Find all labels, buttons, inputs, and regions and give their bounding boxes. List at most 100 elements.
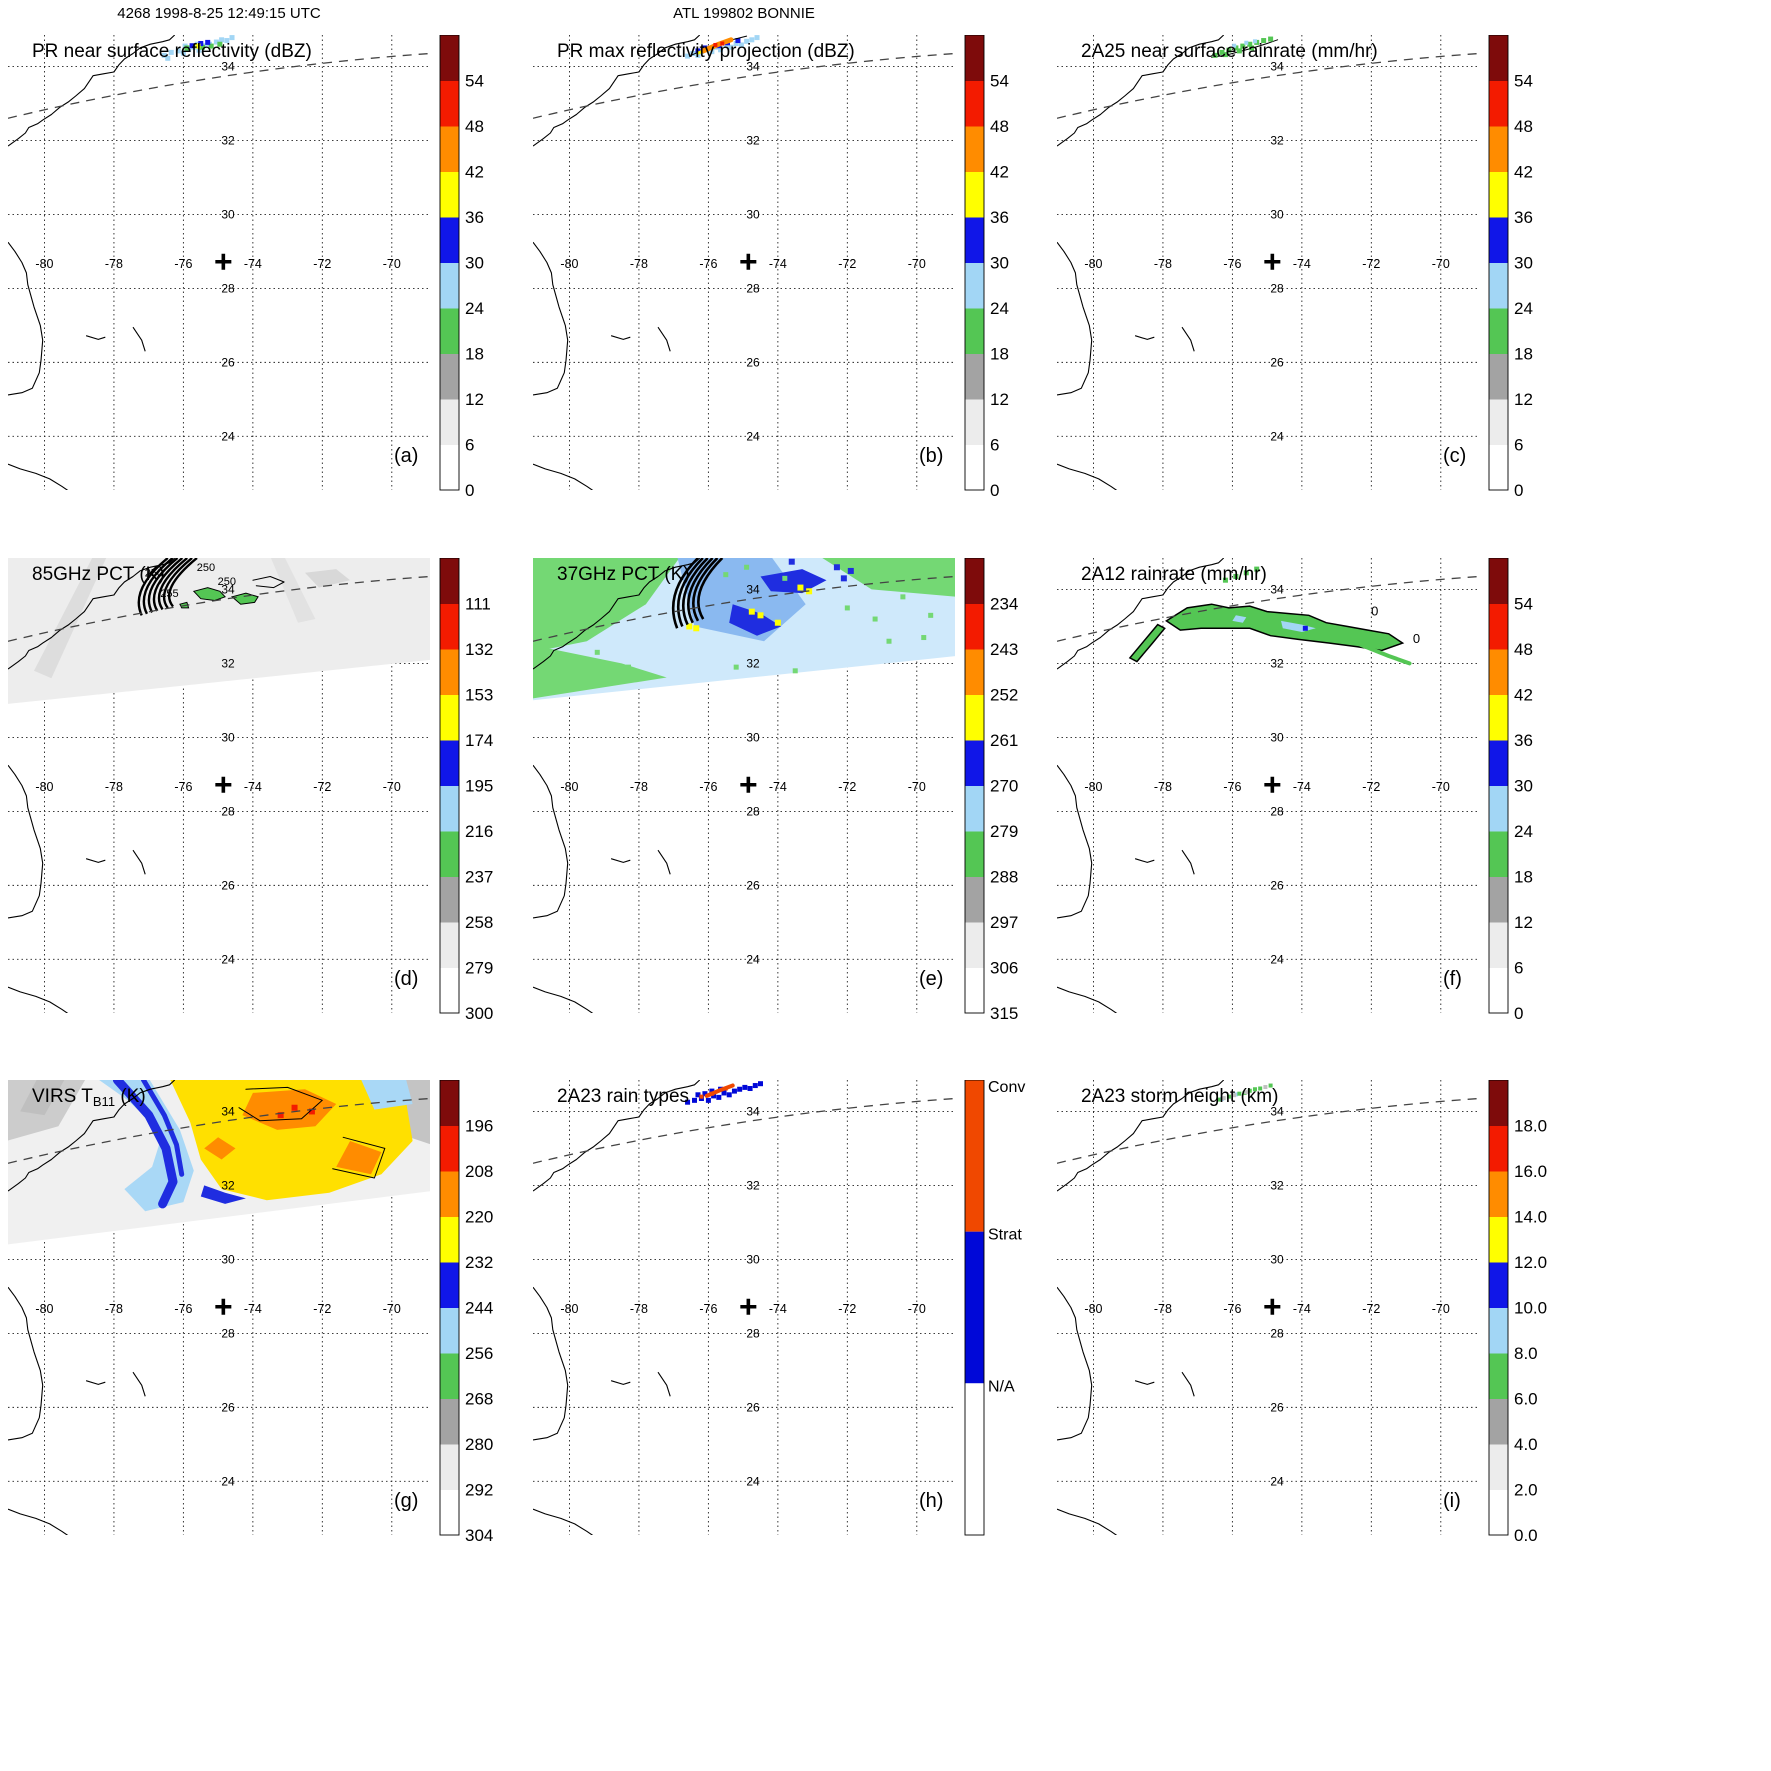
svg-text:48: 48 (1514, 117, 1533, 136)
axis-labels: -80 -78 -76 -74 -72 -70 24 26 28 30 32 34 (35, 1104, 400, 1488)
svg-text:2.0: 2.0 (1514, 1481, 1538, 1500)
panel-a: -80 -78 -76 -74 -72 -70 24 26 28 30 32 34 PR near su… (8, 34, 508, 500)
svg-text:42: 42 (990, 163, 1009, 182)
svg-text:-76: -76 (699, 1302, 717, 1316)
grid-lines (1057, 1080, 1479, 1535)
storm-center-marker (1264, 253, 1281, 270)
scan-header: 4268 1998-8-25 12:49:15 UTC (117, 5, 321, 22)
svg-text:42: 42 (1514, 686, 1533, 705)
svg-text:28: 28 (221, 1326, 235, 1340)
svg-text:-70: -70 (1432, 257, 1450, 271)
panel-letter: (h) (919, 1490, 943, 1512)
svg-text:30: 30 (221, 1252, 235, 1266)
axis-labels: -80 -78 -76 -74 -72 -70 24 26 28 30 32 34 (560, 59, 925, 443)
swath-edge-dashed-line (1057, 52, 1479, 119)
svg-text:30: 30 (221, 730, 235, 744)
swath-edge-dashed-line (1057, 1097, 1479, 1164)
svg-text:24: 24 (221, 1474, 235, 1488)
storm-center-marker (740, 1298, 757, 1315)
panel-title: PR near surface reflectivity (dBZ) (32, 41, 312, 62)
svg-text:54: 54 (990, 72, 1009, 91)
panel-e-data-layer (533, 558, 955, 701)
svg-text:28: 28 (746, 804, 760, 818)
coastline (1057, 35, 1225, 490)
svg-text:-78: -78 (105, 1302, 123, 1316)
swath-edge-dashed-line (533, 575, 955, 642)
svg-text:34: 34 (221, 582, 235, 596)
svg-text:6: 6 (990, 436, 999, 455)
svg-text:-80: -80 (560, 1302, 578, 1316)
svg-text:48: 48 (1514, 640, 1533, 659)
svg-text:36: 36 (990, 208, 1009, 227)
panel-b-data-layer (685, 35, 760, 59)
svg-text:-78: -78 (105, 257, 123, 271)
svg-text:30: 30 (465, 254, 484, 273)
svg-text:-72: -72 (838, 780, 856, 794)
panel-e: -80 -78 -76 -74 -72 -70 24 26 28 30 32 34 37GHz PCT … (533, 557, 1033, 1023)
svg-text:-76: -76 (174, 780, 192, 794)
svg-text:48: 48 (990, 117, 1009, 136)
svg-text:32: 32 (746, 1178, 760, 1192)
swath-edge-dashed-line (8, 52, 430, 119)
storm-center-marker (215, 776, 232, 793)
coastline (8, 1080, 176, 1535)
svg-text:34: 34 (1270, 59, 1284, 73)
coastline (533, 558, 701, 1013)
svg-text:153: 153 (465, 686, 493, 705)
svg-text:24: 24 (746, 952, 760, 966)
svg-text:-70: -70 (908, 1302, 926, 1316)
panel-d: 250 250 255 250 -80 -78 -76 -74 -72 -70 24 26 28 30 32… (8, 557, 508, 1023)
svg-text:-76: -76 (174, 1302, 192, 1316)
axis-labels: -80 -78 -76 -74 -72 -70 24 26 28 30 32 34 (560, 582, 925, 966)
swath-edge-dashed-line (533, 1097, 955, 1164)
svg-text:-70: -70 (383, 780, 401, 794)
svg-text:-72: -72 (838, 257, 856, 271)
svg-text:-72: -72 (313, 1302, 331, 1316)
panel-g: -80 -78 -76 -74 -72 -70 24 26 28 30 32 34 VIRS TB11 … (8, 1079, 508, 1545)
svg-text:-70: -70 (1432, 1302, 1450, 1316)
panel-c: -80 -78 -76 -74 -72 -70 24 26 28 30 32 34 2A25 near … (1057, 34, 1557, 500)
svg-text:-76: -76 (1223, 257, 1241, 271)
svg-text:24: 24 (746, 1474, 760, 1488)
swath-edge-dashed-line (533, 52, 955, 119)
svg-text:30: 30 (1270, 207, 1284, 221)
svg-text:12: 12 (465, 390, 484, 409)
svg-text:34: 34 (746, 582, 760, 596)
svg-text:288: 288 (990, 868, 1018, 887)
svg-text:0: 0 (990, 481, 999, 497)
svg-text:32: 32 (1270, 656, 1284, 670)
svg-text:42: 42 (465, 163, 484, 182)
svg-text:279: 279 (990, 822, 1018, 841)
svg-text:18: 18 (1514, 868, 1533, 887)
panel-f: 0 0 -80 -78 -76 -74 -72 -70 24 26 28 30 32 34 2A12 rai… (1057, 557, 1557, 1023)
svg-text:24: 24 (746, 429, 760, 443)
svg-text:300: 300 (465, 1004, 493, 1020)
svg-text:-72: -72 (1362, 1302, 1380, 1316)
svg-text:28: 28 (1270, 281, 1284, 295)
svg-text:28: 28 (221, 804, 235, 818)
storm-center-marker (740, 253, 757, 270)
coastline (533, 35, 701, 490)
svg-text:-70: -70 (383, 1302, 401, 1316)
svg-text:279: 279 (465, 959, 493, 978)
grid-lines (533, 1080, 955, 1535)
svg-text:174: 174 (465, 731, 493, 750)
panel-letter: (f) (1443, 968, 1462, 990)
svg-text:6: 6 (465, 436, 474, 455)
svg-text:24: 24 (465, 299, 484, 318)
svg-text:26: 26 (221, 878, 235, 892)
svg-text:111: 111 (465, 595, 491, 614)
svg-text:28: 28 (1270, 804, 1284, 818)
svg-text:268: 268 (465, 1390, 493, 1409)
svg-text:26: 26 (221, 1400, 235, 1414)
svg-text:244: 244 (465, 1299, 493, 1318)
svg-text:-70: -70 (1432, 780, 1450, 794)
svg-text:-74: -74 (1293, 1302, 1311, 1316)
svg-text:208: 208 (465, 1162, 493, 1181)
svg-text:255: 255 (160, 588, 178, 600)
svg-text:-80: -80 (560, 257, 578, 271)
